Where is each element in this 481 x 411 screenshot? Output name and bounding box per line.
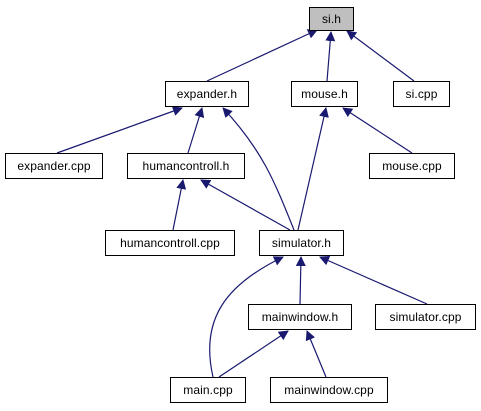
node-mouse-h[interactable]: mouse.h [291, 81, 358, 107]
edge-mainwindow-h-to-simulator-h [300, 257, 301, 304]
edge-mouse-cpp-to-mouse-h [343, 108, 412, 153]
node-humancontroll-cpp[interactable]: humancontroll.cpp [105, 230, 235, 256]
node-simulator-h[interactable]: simulator.h [259, 230, 344, 256]
node-si-cpp[interactable]: si.cpp [393, 81, 450, 107]
edge-simulator-h-to-mouse-h [298, 108, 326, 230]
edge-si-cpp-to-si-h [347, 31, 414, 81]
edge-humancontroll-cpp-to-humancontroll-h [173, 180, 183, 230]
edge-expander-cpp-to-expander-h [57, 108, 182, 153]
edge-mouse-h-to-si-h [327, 32, 331, 81]
node-mainwindow-h[interactable]: mainwindow.h [248, 304, 352, 330]
node-mouse-cpp[interactable]: mouse.cpp [369, 153, 455, 179]
edge-humancontroll-h-to-expander-h [188, 108, 202, 153]
edge-main-cpp-to-mainwindow-h [219, 331, 288, 377]
edge-expander-h-to-si-h [207, 30, 317, 81]
node-main-cpp[interactable]: main.cpp [170, 377, 246, 403]
node-si-h[interactable]: si.h [309, 7, 354, 31]
node-mainwindow-cpp[interactable]: mainwindow.cpp [270, 377, 388, 403]
node-humancontroll-h[interactable]: humancontroll.h [127, 153, 245, 179]
edge-mainwindow-cpp-to-mainwindow-h [307, 331, 326, 377]
node-expander-h[interactable]: expander.h [165, 81, 249, 107]
edge-simulator-cpp-to-simulator-h [320, 257, 427, 304]
node-simulator-cpp[interactable]: simulator.cpp [375, 304, 476, 330]
node-expander-cpp[interactable]: expander.cpp [5, 153, 103, 179]
